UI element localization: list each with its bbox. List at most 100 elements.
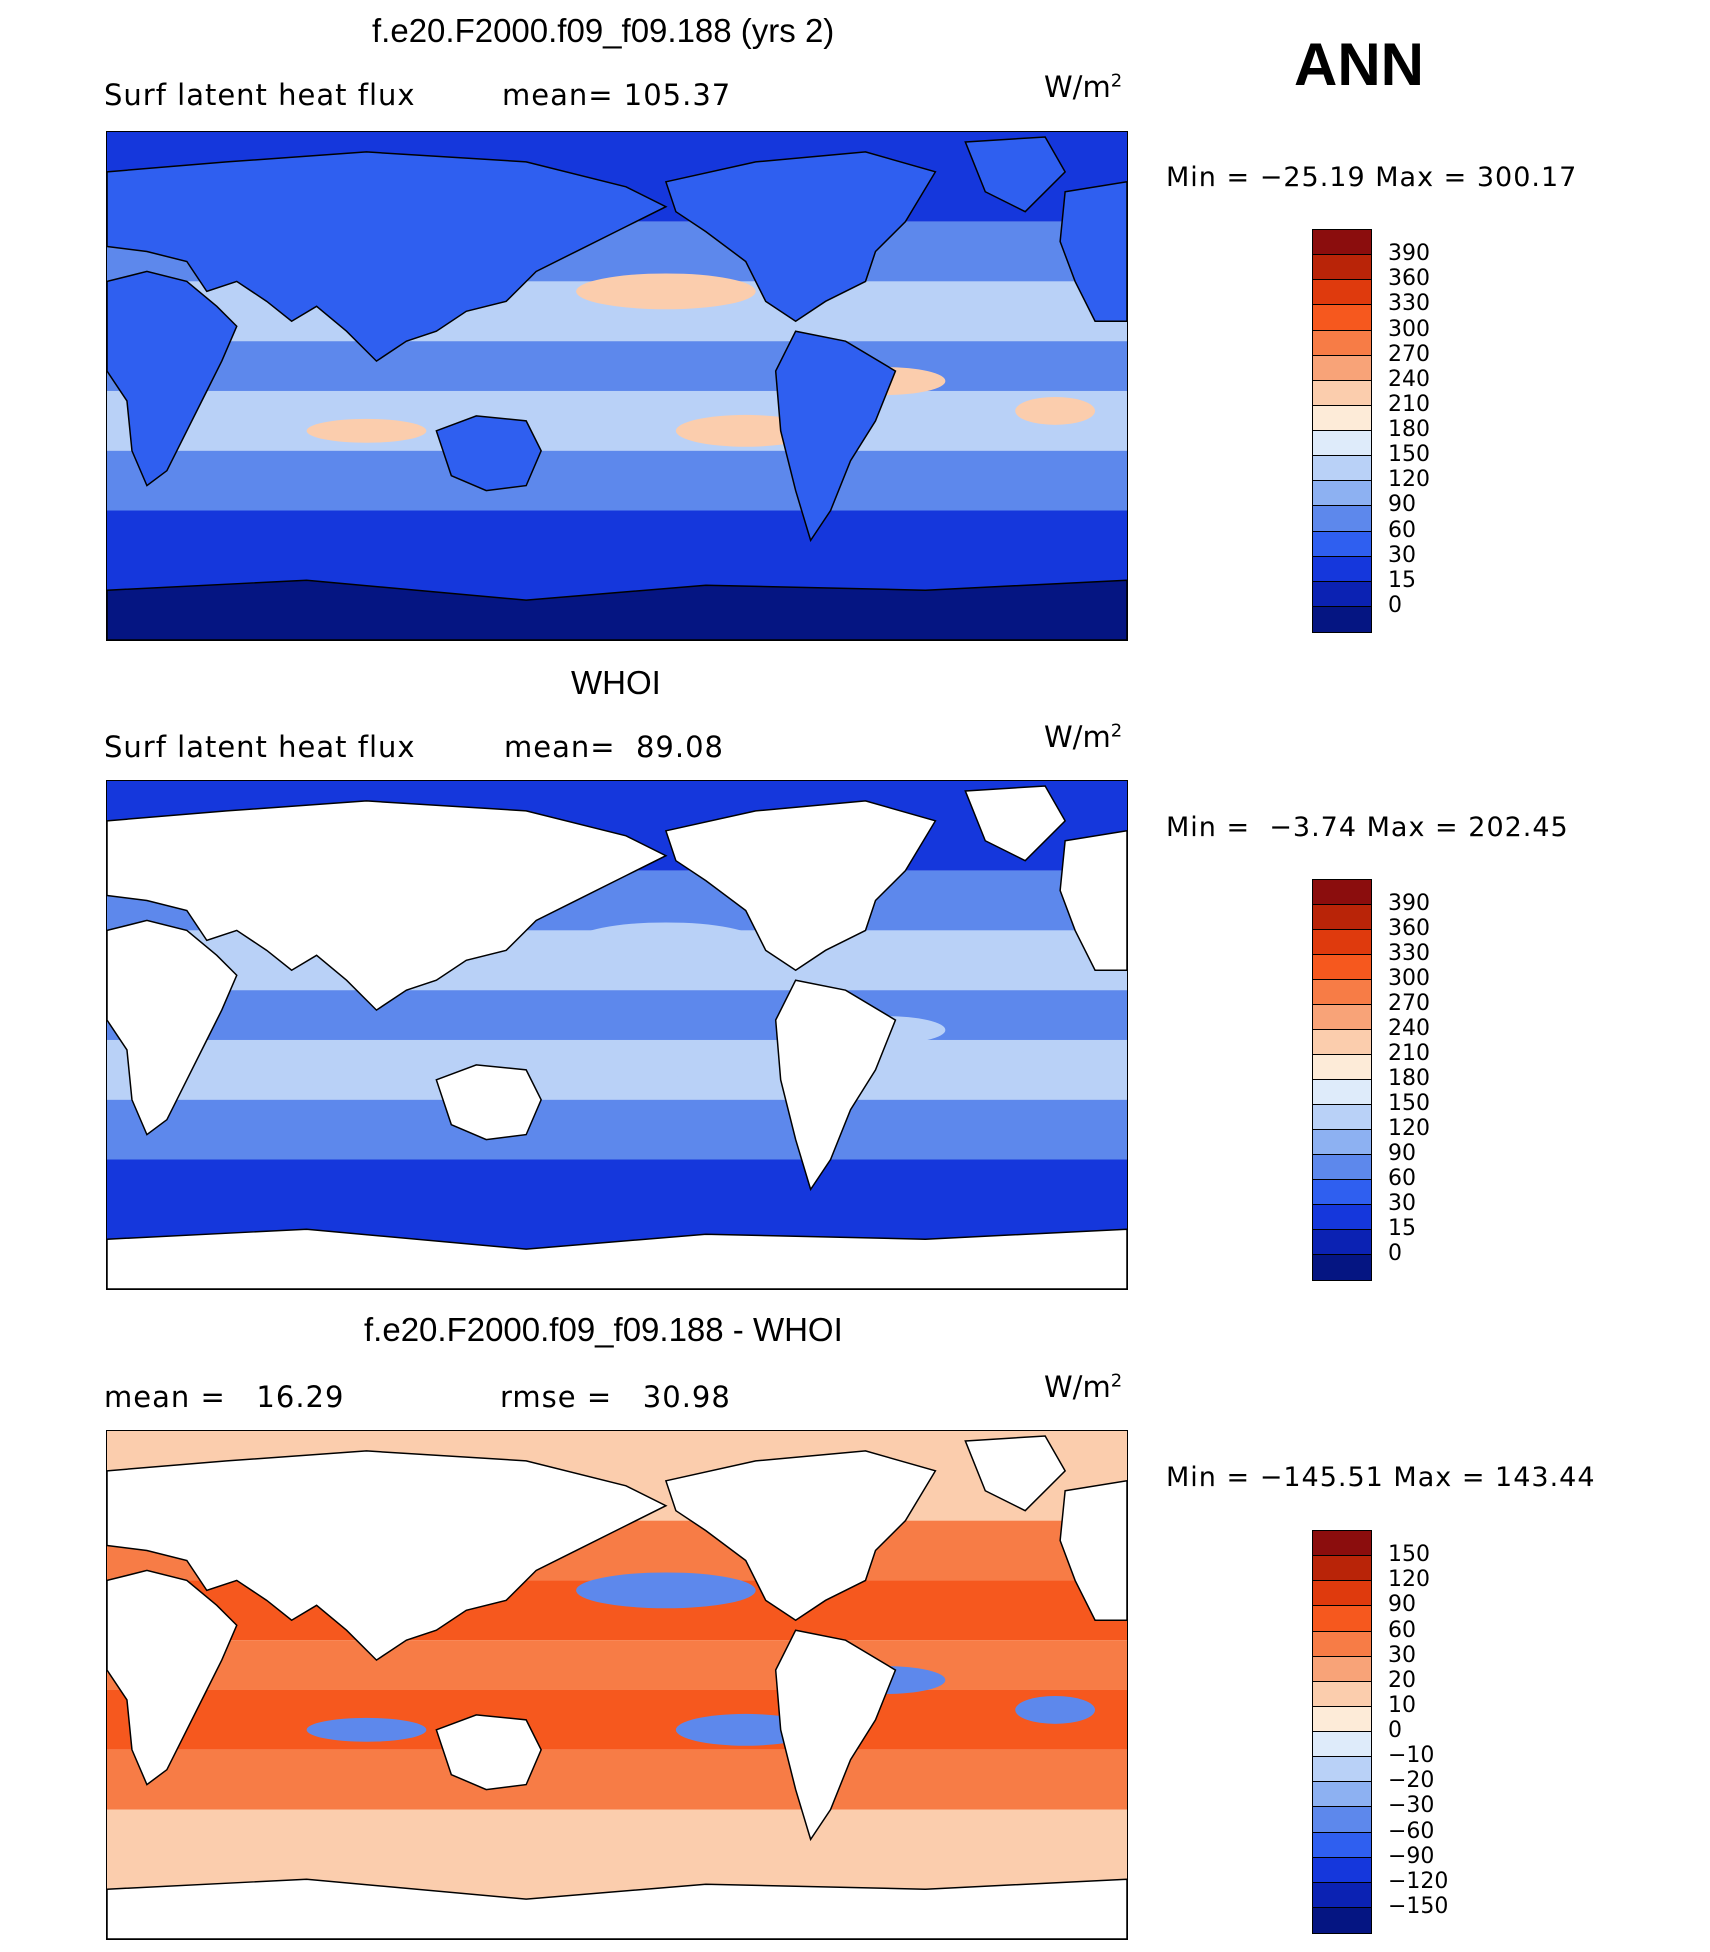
colorbar-tick-label: 180 [1388, 1066, 1430, 1091]
colorbar-cell [1313, 431, 1371, 457]
rmse-label: rmse = 30.98 [500, 1380, 731, 1414]
units-label: W/m2 [1044, 1370, 1123, 1404]
flux-anomaly-region [306, 1067, 427, 1092]
ocean-band [107, 990, 1127, 1040]
variable-label: Surf latent heat flux [104, 730, 416, 764]
colorbar-cell [1313, 955, 1371, 980]
colorbar-cell [1313, 1055, 1371, 1080]
colorbar-cell [1313, 1757, 1371, 1783]
colorbar-tick-label: 390 [1388, 241, 1430, 267]
colorbar-cell [1313, 581, 1371, 607]
flux-anomaly-region [1015, 396, 1096, 425]
colorbar-cell [1313, 980, 1371, 1005]
min-max-label: Min = −145.51 Max = 143.44 [1166, 1462, 1596, 1493]
colorbar-cell [1313, 1130, 1371, 1155]
min-value: −3.74 [1269, 812, 1358, 843]
flux-anomaly-region [306, 418, 427, 443]
continent-outline [964, 136, 1067, 213]
map-canvas [107, 132, 1127, 640]
colorbar-diff [1312, 1530, 1372, 1934]
colorbar-tick-label: 120 [1388, 467, 1430, 493]
continent-outline [107, 800, 668, 1012]
colorbar-cell [1313, 1155, 1371, 1180]
continent-outline [774, 1629, 897, 1842]
colorbar-tick-label: 15 [1388, 1216, 1416, 1241]
ocean-band [107, 1689, 1127, 1750]
colorbar-cell [1313, 481, 1371, 507]
continent-outline [1059, 1480, 1127, 1622]
colorbar-cell [1313, 930, 1371, 955]
panel-title: f.e20.F2000.f09_f09.188 (yrs 2) [372, 12, 835, 49]
colorbar-cell [1313, 880, 1371, 905]
colorbar-cell [1313, 330, 1371, 356]
colorbar-cell [1313, 556, 1371, 582]
colorbar-cell [1313, 255, 1371, 281]
colorbar-cell [1313, 1255, 1371, 1280]
colorbar-tick-label: 150 [1388, 1091, 1430, 1116]
mean-label: mean= 89.08 [504, 730, 725, 764]
flux-anomaly-region [576, 922, 756, 959]
colorbar-tick-label: 60 [1388, 1166, 1416, 1191]
flux-anomaly-region [1015, 1045, 1096, 1074]
continent-outline [964, 1435, 1067, 1512]
colorbar-tick-label: 390 [1388, 891, 1430, 916]
continent-outline [435, 1714, 542, 1791]
colorbar-cell [1313, 1531, 1371, 1557]
colorbar-cell [1313, 355, 1371, 381]
rmse-value: 30.98 [642, 1380, 731, 1414]
colorbar-tick-label: 30 [1388, 542, 1416, 568]
colorbar-tick-label: 240 [1388, 1016, 1430, 1041]
max-value: 202.45 [1468, 812, 1569, 843]
continent-outline [107, 151, 668, 363]
colorbar-tick-label: 360 [1388, 916, 1430, 941]
colorbar-tick-label: 0 [1388, 1241, 1402, 1266]
continent-outline [1059, 830, 1127, 972]
colorbar-cell [1313, 1882, 1371, 1908]
colorbar-tick-label: 300 [1388, 966, 1430, 991]
colorbar-cell [1313, 1005, 1371, 1030]
colorbar-tick-label: 330 [1388, 291, 1430, 317]
colorbar-tick-label: 90 [1388, 1592, 1416, 1618]
colorbar-tick-label: 0 [1388, 592, 1402, 618]
continent-outline [107, 1450, 668, 1662]
colorbar-cell [1313, 456, 1371, 482]
min-value: −145.51 [1259, 1462, 1384, 1493]
continent-outline [774, 330, 897, 543]
continent-outline [664, 1450, 937, 1622]
panel-title: WHOI [571, 664, 661, 701]
colorbar-tick-label: 10 [1388, 1692, 1416, 1718]
colorbar-cell [1313, 280, 1371, 306]
min-value: −25.19 [1259, 162, 1366, 193]
colorbar-tick-label: −90 [1388, 1843, 1435, 1869]
continent-outline [435, 415, 542, 492]
colorbar-cell [1313, 1681, 1371, 1707]
continent-outline [774, 979, 897, 1192]
colorbar-cell [1313, 1782, 1371, 1808]
colorbar-cell [1313, 1205, 1371, 1230]
units-label: W/m2 [1044, 720, 1123, 754]
ocean-band [107, 1640, 1127, 1690]
ocean-band [107, 450, 1127, 511]
mean-label: mean= 105.37 [502, 78, 732, 112]
colorbar-tick-label: 180 [1388, 417, 1430, 442]
colorbar-cell [1313, 1606, 1371, 1632]
colorbar-cell [1313, 230, 1371, 256]
colorbar-tick-label: 240 [1388, 366, 1430, 392]
colorbar-tick-label: 270 [1388, 991, 1430, 1016]
colorbar-cell [1313, 1556, 1371, 1582]
continent-outline [107, 919, 238, 1136]
colorbar-cell [1313, 506, 1371, 532]
continent-outline [664, 151, 937, 323]
continent-outline [1059, 181, 1127, 323]
colorbar-cell [1313, 1105, 1371, 1130]
colorbar-cell [1313, 1581, 1371, 1607]
map-model [106, 131, 1128, 641]
colorbar-tick-label: −120 [1388, 1868, 1449, 1894]
colorbar-cell [1313, 1807, 1371, 1833]
ocean-band [107, 1099, 1127, 1160]
continent-outline [964, 785, 1067, 862]
max-value: 300.17 [1476, 162, 1578, 193]
map-obs [106, 780, 1128, 1290]
mean-value: 105.37 [623, 78, 732, 112]
colorbar-cell [1313, 531, 1371, 557]
